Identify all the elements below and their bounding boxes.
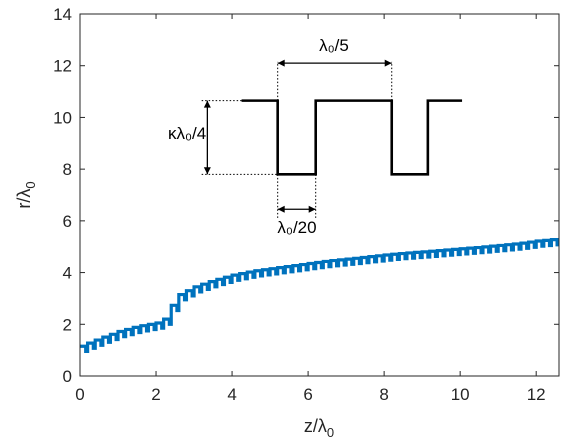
y-tick-label: 14 bbox=[53, 5, 72, 24]
x-tick-label: 12 bbox=[527, 385, 546, 404]
inset-arrow-slot-head bbox=[308, 205, 316, 213]
y-axis-title: r/λ0 bbox=[14, 181, 38, 208]
x-axis-ticks: 0 2 4 6 8 10 12 bbox=[75, 14, 546, 404]
y-tick-label: 2 bbox=[63, 315, 72, 334]
x-tick-label: 8 bbox=[379, 385, 388, 404]
data-series bbox=[80, 238, 559, 354]
y-tick-label: 12 bbox=[53, 57, 72, 76]
y-tick-label: 4 bbox=[63, 264, 72, 283]
inset-arrow-depth-head bbox=[203, 100, 211, 108]
x-tick-label: 2 bbox=[151, 385, 160, 404]
x-tick-label: 6 bbox=[303, 385, 312, 404]
y-tick-label: 0 bbox=[63, 367, 72, 386]
x-tick-label: 4 bbox=[227, 385, 236, 404]
inset-label-period: λ₀/5 bbox=[319, 36, 349, 55]
inset-waveform bbox=[241, 99, 463, 176]
inset-arrow-period-head bbox=[277, 59, 285, 67]
x-axis-title: z/λ0 bbox=[304, 416, 334, 440]
y-tick-label: 8 bbox=[63, 160, 72, 179]
x-tick-label: 0 bbox=[75, 385, 84, 404]
inset-label-depth: κλ₀/4 bbox=[168, 124, 206, 143]
y-tick-label: 6 bbox=[63, 212, 72, 231]
inset-label-slot: λ₀/20 bbox=[277, 218, 316, 237]
y-axis-ticks: 0 2 4 6 8 10 12 14 bbox=[53, 5, 559, 386]
inset-arrow-slot-head bbox=[277, 205, 285, 213]
inset-arrow-period-head bbox=[384, 59, 392, 67]
inset-arrow-depth-head bbox=[203, 167, 211, 175]
profile-line bbox=[80, 238, 559, 354]
plot-frame bbox=[79, 13, 560, 377]
y-tick-label: 10 bbox=[53, 108, 72, 127]
corrugation-inset bbox=[201, 59, 463, 219]
x-tick-label: 10 bbox=[451, 385, 470, 404]
